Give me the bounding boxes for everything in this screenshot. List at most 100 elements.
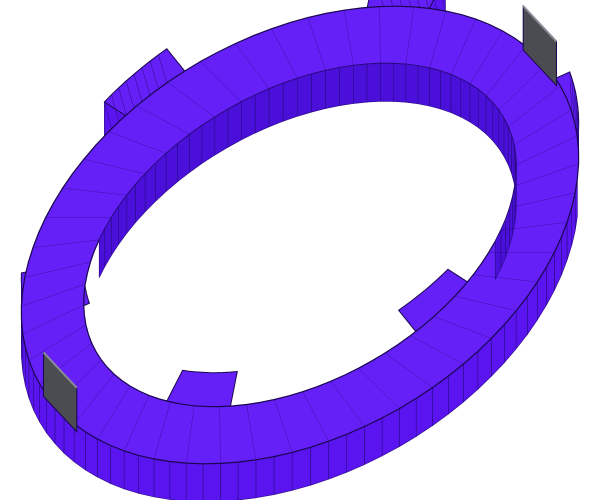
mesh-edge	[433, 316, 492, 339]
outer-wall-facet	[273, 452, 293, 495]
mesh-edge	[271, 28, 298, 79]
mesh-edge	[485, 45, 526, 97]
inner-wall-facet	[214, 108, 229, 156]
tab-mesh-edge	[576, 99, 579, 141]
mesh-edge	[514, 163, 579, 187]
inner-wall-facet	[311, 70, 326, 113]
inner-wall-facet	[511, 135, 515, 184]
tab-mesh-edge	[442, 0, 446, 12]
mesh-edge	[307, 17, 326, 71]
tab-mesh-edge	[569, 71, 573, 113]
mesh-edge	[473, 274, 538, 283]
mesh-edge	[28, 324, 87, 361]
inner-wall-facet	[227, 101, 242, 148]
tab-mesh-edge	[104, 101, 112, 129]
tab-mesh-edge	[573, 85, 576, 127]
mesh-edge	[153, 401, 171, 459]
mesh-edge	[32, 239, 100, 248]
outer-wall-facet	[237, 459, 257, 500]
tab-mesh-edge	[417, 0, 420, 8]
inner-wall-facet	[440, 70, 452, 114]
mesh-edge	[167, 82, 215, 118]
inner-wall-facet	[241, 94, 256, 141]
tab-mesh-edge	[426, 0, 429, 9]
mesh-lines	[21, 6, 579, 464]
inner-wall-facet	[379, 63, 394, 102]
clip-highlight	[42, 351, 78, 389]
mesh-edge	[123, 395, 150, 451]
outer-wall-facet	[97, 438, 111, 484]
mesh-edge	[302, 391, 329, 442]
mesh-edge	[405, 6, 415, 65]
mesh-edge	[410, 335, 464, 365]
inner-wall-facet	[296, 73, 312, 117]
outer-wall-facet	[153, 458, 171, 500]
mesh-edge	[450, 19, 477, 75]
inner-wall-facet	[485, 95, 494, 142]
tab-mesh-edge	[390, 0, 393, 7]
outer-wall-facet	[310, 440, 329, 486]
tab-mesh-edge	[381, 0, 384, 7]
mesh-edge	[429, 11, 447, 69]
inner-wall-facet	[417, 65, 430, 107]
inner-wall-facet	[325, 67, 340, 109]
inner-wall-facet	[450, 74, 462, 118]
inner-wall-facet	[268, 82, 284, 128]
tab-mesh-edge	[118, 87, 127, 115]
mesh-edge	[219, 406, 221, 464]
outer-wall-facet	[138, 455, 155, 498]
mesh-edge	[83, 158, 146, 175]
inner-wall-facet	[366, 63, 381, 103]
outer-wall-facet	[169, 461, 187, 500]
outer-wall-facet	[202, 463, 221, 500]
mesh-edge	[469, 30, 503, 85]
inner-wall-facet	[353, 63, 368, 104]
clip-group	[42, 4, 558, 434]
outer-wall-facet	[110, 445, 125, 490]
mesh-edge	[74, 373, 115, 425]
mesh-edge	[235, 43, 270, 89]
tab-mesh-edge	[399, 0, 403, 7]
inner-wall-facet	[492, 101, 500, 150]
tab-mesh-edge	[571, 78, 575, 120]
mesh-edge	[513, 109, 572, 146]
clip-highlight	[522, 5, 558, 43]
mesh-edge	[330, 381, 365, 427]
mesh-edge	[97, 385, 131, 440]
inner-wall	[98, 63, 517, 280]
mesh-edge	[343, 10, 354, 66]
outer-wall-facet	[255, 456, 275, 499]
tab-mesh-edge	[133, 74, 143, 102]
mesh-edge	[108, 131, 167, 154]
inner-wall-facet	[507, 126, 512, 174]
tab-mesh-edge	[158, 54, 168, 83]
mesh-edge	[358, 368, 400, 409]
mesh-edge	[274, 399, 293, 453]
outer-wall-facet	[291, 446, 311, 491]
mesh-edge	[498, 64, 546, 111]
inner-wall-facet	[477, 88, 487, 135]
inner-wall-facet	[498, 109, 505, 158]
mesh-edge	[22, 304, 84, 335]
mesh-edge	[136, 105, 190, 135]
mesh-edge	[500, 222, 568, 231]
inner-wall-facet	[254, 88, 270, 134]
mesh-edge	[246, 404, 257, 460]
inner-wall-facet	[392, 63, 407, 103]
mesh-edge	[62, 187, 127, 196]
inner-wall-facet	[282, 77, 298, 122]
inner-wall-facet	[201, 116, 216, 165]
tab-mesh-edge	[149, 61, 159, 89]
mesh-edge	[508, 85, 561, 127]
inner-wall-facet	[503, 118, 509, 165]
mesh-edge	[200, 61, 242, 102]
tab-mesh-edge	[408, 0, 412, 7]
inner-wall-facet	[405, 63, 419, 105]
mesh-edge	[385, 352, 433, 388]
mesh-edge	[185, 405, 195, 464]
clip	[42, 351, 78, 434]
tab-mesh-edge	[126, 80, 135, 109]
mesh-edge	[454, 295, 517, 312]
